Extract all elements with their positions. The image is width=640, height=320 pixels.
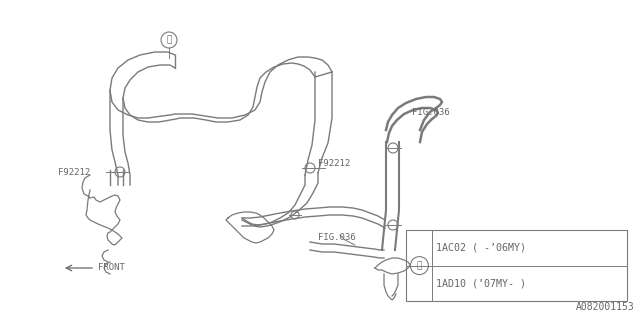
Text: ①: ① xyxy=(417,261,422,270)
Text: 1AC02 ( -’06MY): 1AC02 ( -’06MY) xyxy=(436,243,526,253)
Text: A082001153: A082001153 xyxy=(576,302,635,312)
Text: FRONT: FRONT xyxy=(98,263,125,273)
Text: FIG.036: FIG.036 xyxy=(412,108,450,116)
Text: F92212: F92212 xyxy=(58,167,90,177)
Text: 1AD10 (’07MY- ): 1AD10 (’07MY- ) xyxy=(436,278,526,288)
Bar xyxy=(406,230,627,301)
Text: F92212: F92212 xyxy=(318,158,350,167)
Text: ①: ① xyxy=(166,36,172,44)
Text: FIG.036: FIG.036 xyxy=(318,234,356,243)
